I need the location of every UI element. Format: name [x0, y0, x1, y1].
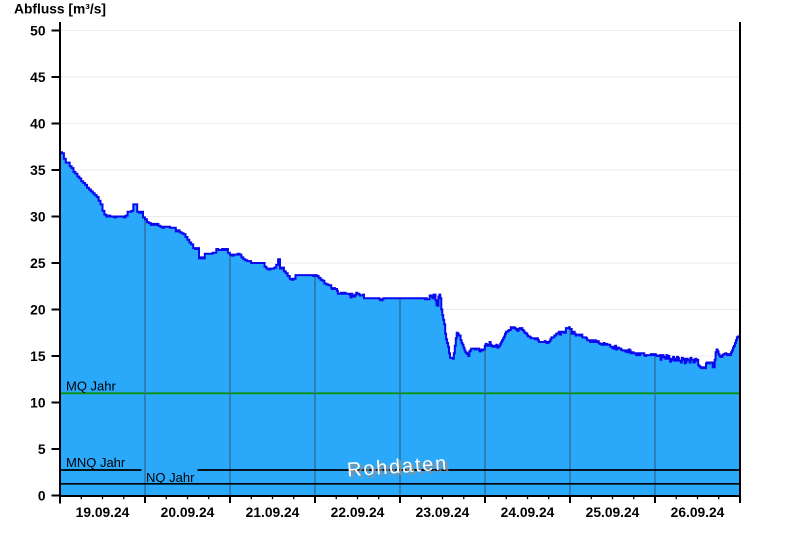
svg-text:0: 0 [38, 489, 46, 504]
svg-text:21.09.24: 21.09.24 [246, 505, 300, 520]
svg-text:26.09.24: 26.09.24 [671, 505, 725, 520]
svg-text:40: 40 [30, 117, 46, 132]
svg-text:MNQ Jahr: MNQ Jahr [66, 455, 126, 470]
svg-text:30: 30 [30, 210, 46, 225]
svg-text:25: 25 [30, 256, 46, 271]
svg-text:25.09.24: 25.09.24 [586, 505, 640, 520]
svg-text:20: 20 [30, 303, 46, 318]
svg-text:24.09.24: 24.09.24 [501, 505, 555, 520]
svg-text:5: 5 [38, 442, 46, 457]
svg-text:NQ Jahr: NQ Jahr [146, 470, 195, 485]
svg-text:10: 10 [30, 396, 46, 411]
svg-text:35: 35 [30, 163, 46, 178]
svg-text:45: 45 [30, 70, 46, 85]
svg-text:15: 15 [30, 349, 46, 364]
svg-text:23.09.24: 23.09.24 [416, 505, 470, 520]
svg-text:Abfluss [m³/s]: Abfluss [m³/s] [14, 2, 106, 17]
svg-text:20.09.24: 20.09.24 [161, 505, 215, 520]
svg-text:50: 50 [30, 24, 46, 39]
svg-text:MQ Jahr: MQ Jahr [66, 379, 117, 394]
svg-text:19.09.24: 19.09.24 [76, 505, 130, 520]
svg-text:22.09.24: 22.09.24 [331, 505, 385, 520]
